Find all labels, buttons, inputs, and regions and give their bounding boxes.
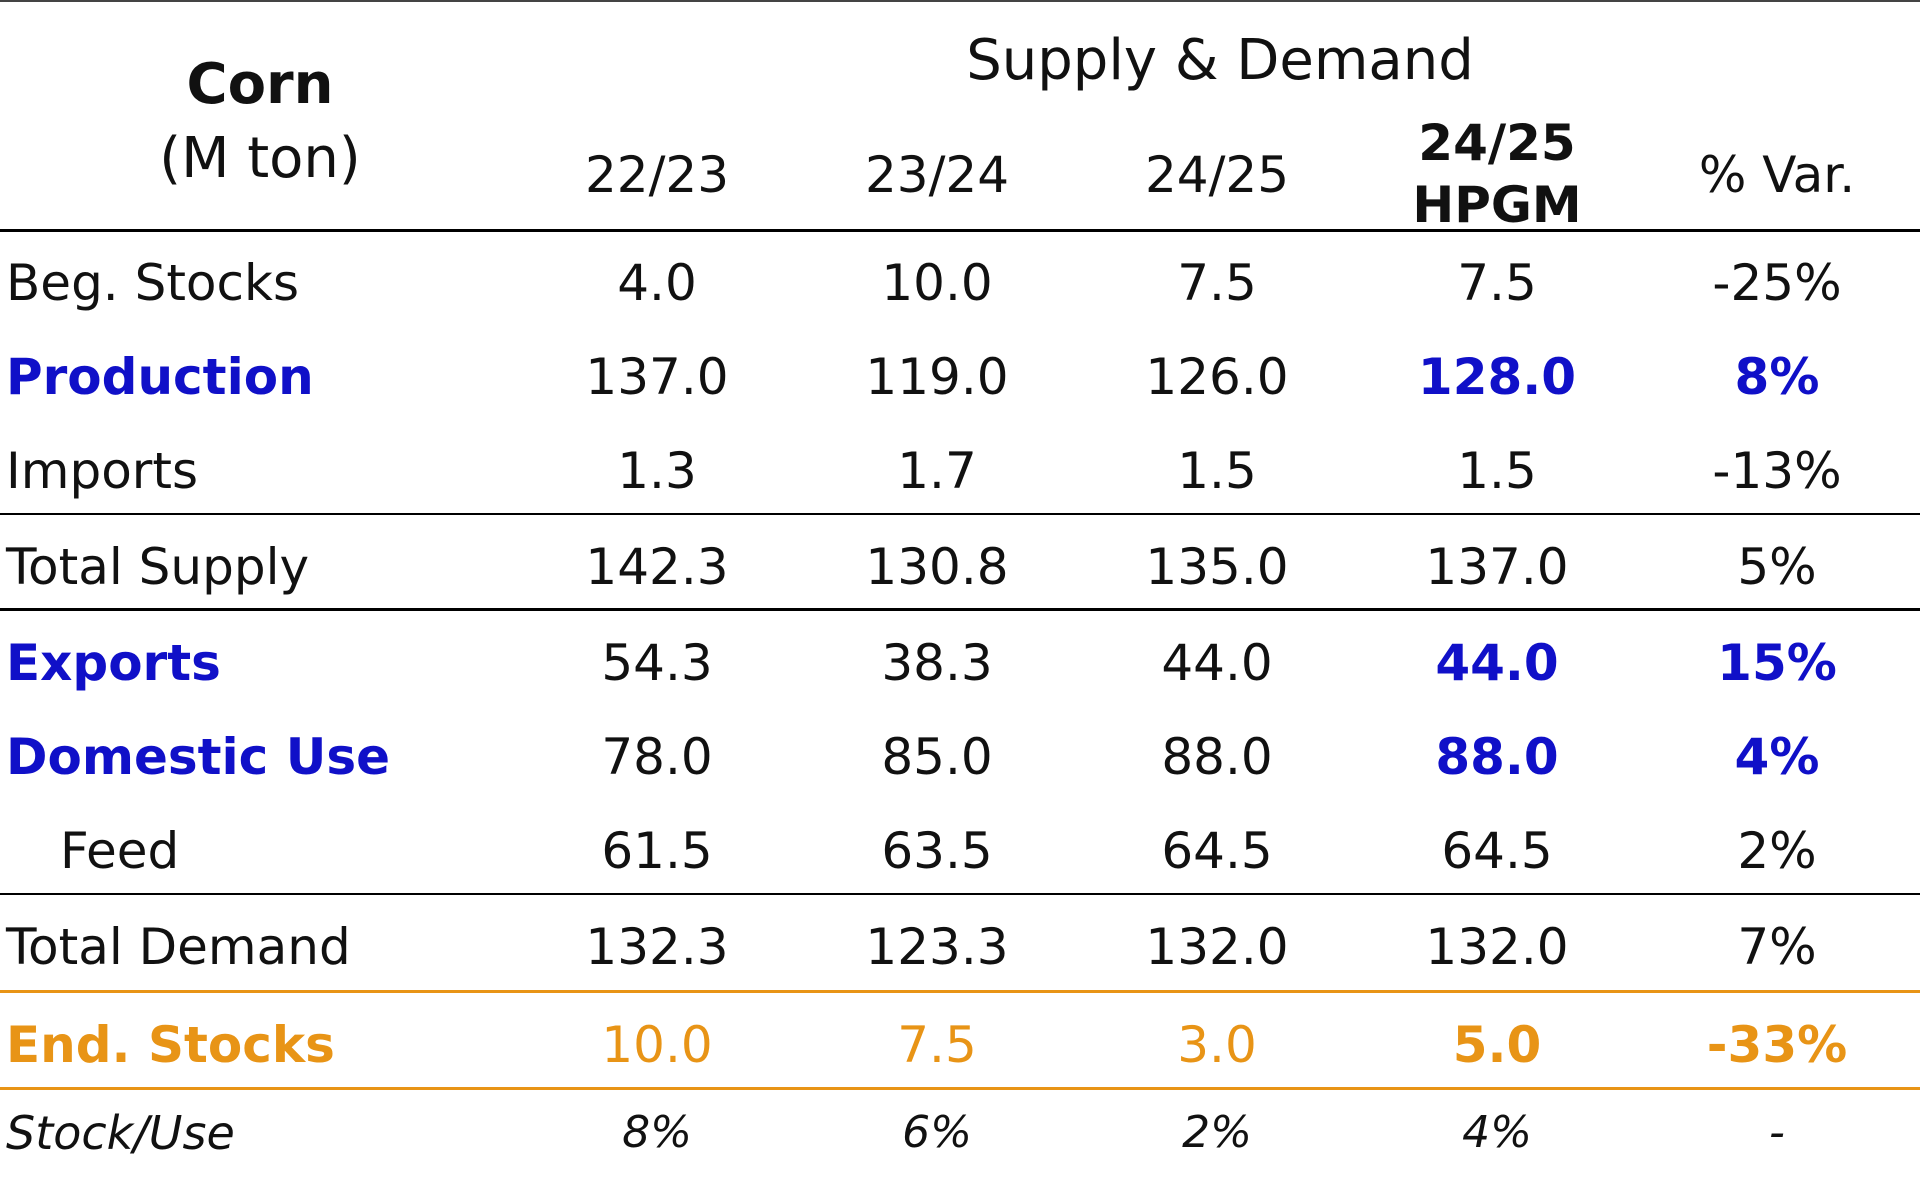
table-row-exports: Exports 54.3 38.3 44.0 44.0 15% <box>0 616 1920 710</box>
table-row-production: Production 137.0 119.0 126.0 128.0 8% <box>0 330 1920 424</box>
table-cell: 10.0 <box>601 1016 713 1074</box>
table-cell: - <box>1769 1107 1785 1158</box>
table-cell: 38.3 <box>881 634 993 692</box>
table-cell: 4.0 <box>617 254 697 312</box>
table-cell: 7.5 <box>897 1016 977 1074</box>
unit-label: (M ton) <box>159 126 361 191</box>
table-row-imports: Imports 1.3 1.7 1.5 1.5 -13% <box>0 424 1920 518</box>
table-cell: 4% <box>1734 728 1820 786</box>
column-header-percent-var: % Var. <box>1698 146 1856 204</box>
table-cell: 132.3 <box>585 918 729 976</box>
commodity-title: Corn <box>186 52 334 117</box>
row-label: Feed <box>60 822 180 880</box>
table-cell: 10.0 <box>881 254 993 312</box>
table-cell: 8% <box>622 1107 692 1158</box>
divider <box>0 893 1920 895</box>
table-cell: 2% <box>1182 1107 1252 1158</box>
column-header-22-23: 22/23 <box>584 146 730 204</box>
table-cell: 119.0 <box>865 348 1009 406</box>
header-rule <box>0 229 1920 232</box>
column-header-23-24: 23/24 <box>864 146 1010 204</box>
column-header-24-25-hpgm-source: HPGM <box>1412 176 1582 234</box>
table-row-domestic-use: Domestic Use 78.0 85.0 88.0 88.0 4% <box>0 710 1920 804</box>
table-row-stock-use: Stock/Use 8% 6% 2% 4% - <box>0 1086 1920 1180</box>
table-cell: 1.5 <box>1457 442 1537 500</box>
table-cell: 5% <box>1737 538 1817 596</box>
table-cell: 1.3 <box>617 442 697 500</box>
row-label: Imports <box>6 442 198 500</box>
table-cell: -33% <box>1706 1016 1848 1074</box>
divider <box>0 513 1920 515</box>
table-cell: 5.0 <box>1452 1016 1542 1074</box>
row-label: End. Stocks <box>6 1016 335 1074</box>
table-cell: 4% <box>1462 1107 1532 1158</box>
table-row-total-supply: Total Supply 142.3 130.8 135.0 137.0 5% <box>0 520 1920 614</box>
table-cell: 1.5 <box>1177 442 1257 500</box>
table-cell: 3.0 <box>1177 1016 1257 1074</box>
row-label: Exports <box>6 634 221 692</box>
row-label: Production <box>6 348 314 406</box>
table-cell: 142.3 <box>585 538 729 596</box>
table-cell: 123.3 <box>865 918 1009 976</box>
row-label: Total Demand <box>6 918 351 976</box>
table-cell: 126.0 <box>1145 348 1289 406</box>
table-cell: 88.0 <box>1161 728 1273 786</box>
column-header-24-25: 24/25 <box>1144 146 1290 204</box>
table-cell: 88.0 <box>1435 728 1559 786</box>
divider <box>0 1087 1920 1090</box>
row-label: Stock/Use <box>6 1106 235 1160</box>
table-cell: 85.0 <box>881 728 993 786</box>
column-header-24-25-hpgm-year: 24/25 <box>1418 114 1576 172</box>
table-row-total-demand: Total Demand 132.3 123.3 132.0 132.0 7% <box>0 900 1920 994</box>
row-label: Domestic Use <box>6 728 390 786</box>
table-cell: 78.0 <box>601 728 713 786</box>
group-title: Supply & Demand <box>966 28 1474 93</box>
table-cell: 64.5 <box>1161 822 1273 880</box>
table-cell: 61.5 <box>601 822 713 880</box>
table-cell: 15% <box>1717 634 1837 692</box>
table-cell: 8% <box>1734 348 1820 406</box>
table-cell: 135.0 <box>1145 538 1289 596</box>
top-rule <box>0 0 1920 2</box>
table-row-beg-stocks: Beg. Stocks 4.0 10.0 7.5 7.5 -25% <box>0 236 1920 330</box>
table-cell: 1.7 <box>897 442 977 500</box>
table-cell: 2% <box>1737 822 1817 880</box>
table-cell: 137.0 <box>1425 538 1569 596</box>
table-cell: 6% <box>902 1107 972 1158</box>
table-cell: 63.5 <box>881 822 993 880</box>
table-header: Corn (M ton) Supply & Demand 22/23 23/24… <box>0 0 1920 234</box>
table-cell: 128.0 <box>1417 348 1577 406</box>
table-cell: 7.5 <box>1457 254 1537 312</box>
table-cell: 132.0 <box>1145 918 1289 976</box>
divider <box>0 990 1920 993</box>
table-cell: 44.0 <box>1435 634 1559 692</box>
table-row-feed: Feed 61.5 63.5 64.5 64.5 2% <box>0 804 1920 898</box>
table-cell: 54.3 <box>601 634 713 692</box>
table-cell: 7% <box>1737 918 1817 976</box>
row-label: Beg. Stocks <box>6 254 300 312</box>
table-cell: 7.5 <box>1177 254 1257 312</box>
table-cell: 130.8 <box>865 538 1009 596</box>
table-cell: -13% <box>1712 442 1842 500</box>
table-cell: 132.0 <box>1425 918 1569 976</box>
row-label: Total Supply <box>6 538 310 596</box>
table-cell: 137.0 <box>585 348 729 406</box>
column-header-24-25-hpgm: 24/25 HPGM <box>1377 112 1617 236</box>
table-cell: 64.5 <box>1441 822 1553 880</box>
table-row-end-stocks: End. Stocks 10.0 7.5 3.0 5.0 -33% <box>0 998 1920 1092</box>
table-cell: 44.0 <box>1161 634 1273 692</box>
table-cell: -25% <box>1712 254 1842 312</box>
divider <box>0 608 1920 611</box>
